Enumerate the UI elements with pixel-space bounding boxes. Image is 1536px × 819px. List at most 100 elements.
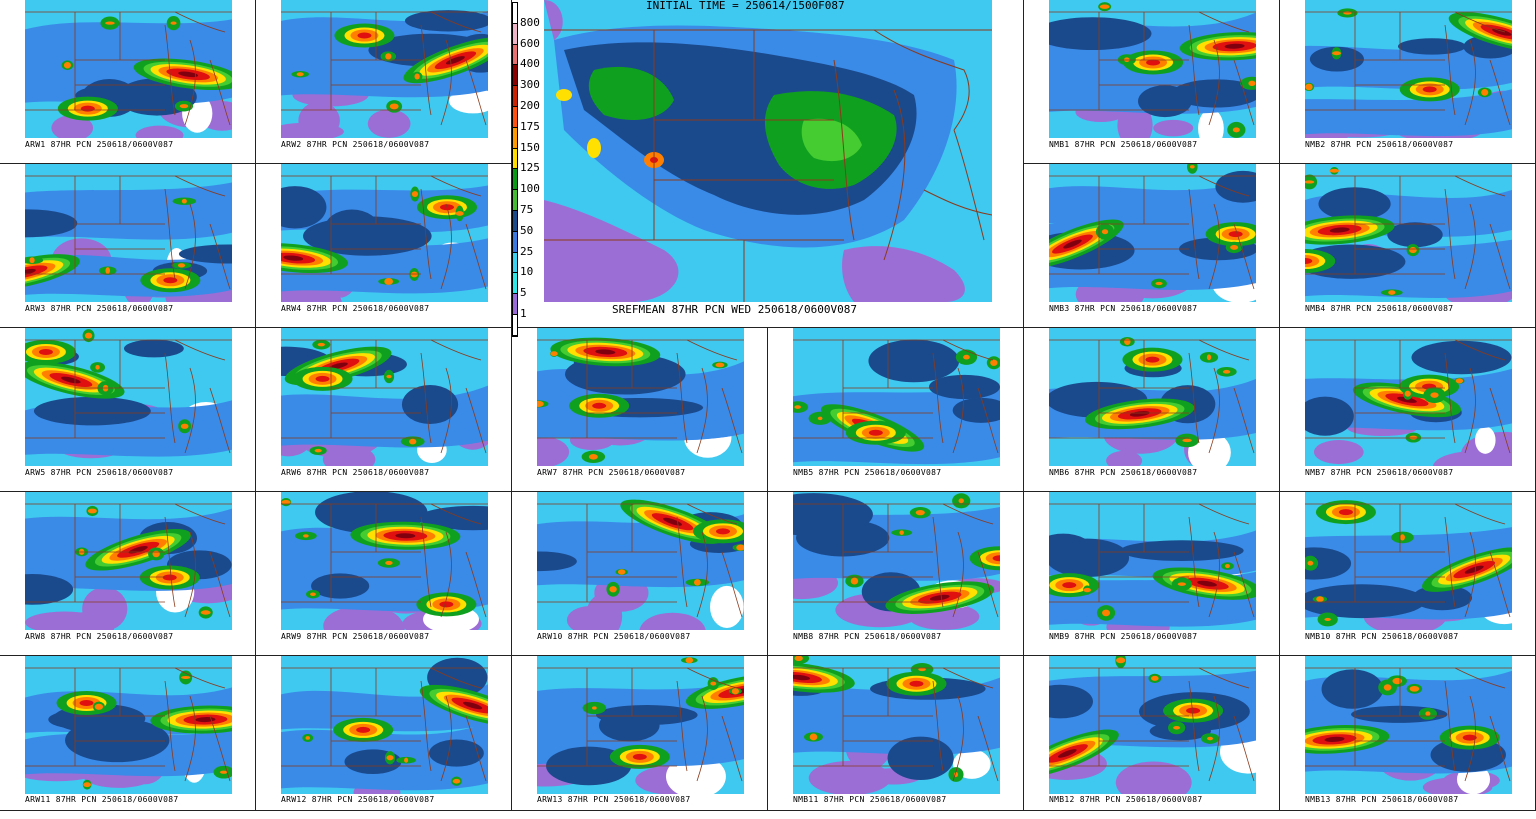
panel-map bbox=[1049, 492, 1256, 630]
panel-caption: ARW9 87HR PCN 250618/0600V087 bbox=[281, 632, 430, 641]
ensemble-panel[interactable]: NMB3 87HR PCN 250618/0600V087 bbox=[1024, 164, 1280, 328]
panel-map-graphic bbox=[25, 164, 232, 302]
ensemble-panel[interactable]: ARW4 87HR PCN 250618/0600V087 bbox=[256, 164, 512, 328]
panel-map bbox=[281, 328, 488, 466]
panel-map bbox=[25, 328, 232, 466]
ensemble-panel[interactable]: ARW8 87HR PCN 250618/0600V087 bbox=[0, 492, 256, 656]
legend-label: 400 bbox=[520, 57, 540, 71]
panel-map-graphic bbox=[1305, 0, 1512, 138]
panel-map-graphic bbox=[1049, 328, 1256, 466]
panel-caption: ARW5 87HR PCN 250618/0600V087 bbox=[25, 468, 174, 477]
panel-caption: ARW4 87HR PCN 250618/0600V087 bbox=[281, 304, 430, 313]
panel-map bbox=[1049, 328, 1256, 466]
panel-map-graphic bbox=[25, 328, 232, 466]
panel-map bbox=[793, 656, 1000, 794]
precip-legend: 800 600 400 300 200 175 150 125 100 75 50 25 10 5 1 bbox=[512, 2, 544, 337]
panel-map-graphic bbox=[537, 328, 744, 466]
legend-swatch bbox=[512, 126, 518, 148]
ensemble-panel[interactable]: ARW9 87HR PCN 250618/0600V087 bbox=[256, 492, 512, 656]
panel-caption: ARW13 87HR PCN 250618/0600V087 bbox=[537, 795, 691, 804]
panel-map-graphic bbox=[1305, 164, 1512, 302]
srefmean-caption: SREFMEAN 87HR PCN WED 250618/0600V087 bbox=[612, 303, 858, 316]
panel-map-graphic bbox=[1049, 0, 1256, 138]
panel-caption: ARW10 87HR PCN 250618/0600V087 bbox=[537, 632, 691, 641]
ensemble-panel[interactable]: ARW7 87HR PCN 250618/0600V087 bbox=[512, 328, 768, 492]
panel-caption: ARW7 87HR PCN 250618/0600V087 bbox=[537, 468, 686, 477]
ensemble-panel[interactable]: ARW3 87HR PCN 250618/0600V087 bbox=[0, 164, 256, 328]
panel-map-graphic bbox=[281, 328, 488, 466]
ensemble-panel[interactable]: NMB2 87HR PCN 250618/0600V087 bbox=[1280, 0, 1536, 164]
ensemble-panel[interactable]: NMB5 87HR PCN 250618/0600V087 bbox=[768, 328, 1024, 492]
ensemble-panel[interactable]: ARW13 87HR PCN 250618/0600V087 bbox=[512, 656, 768, 811]
panel-caption: ARW8 87HR PCN 250618/0600V087 bbox=[25, 632, 174, 641]
initial-time-label: INITIAL TIME = 250614/1500F087 bbox=[646, 0, 845, 12]
legend-swatch bbox=[512, 106, 518, 127]
ensemble-panel[interactable]: ARW11 87HR PCN 250618/0600V087 bbox=[0, 656, 256, 811]
ensemble-panel[interactable]: NMB12 87HR PCN 250618/0600V087 bbox=[1024, 656, 1280, 811]
panel-map bbox=[25, 492, 232, 630]
panel-map-graphic bbox=[793, 492, 1000, 630]
legend-swatch bbox=[512, 314, 518, 335]
panel-map bbox=[1305, 492, 1512, 630]
ensemble-panel[interactable]: NMB6 87HR PCN 250618/0600V087 bbox=[1024, 328, 1280, 492]
legend-label: 150 bbox=[520, 140, 540, 154]
legend-label: 10 bbox=[520, 265, 534, 279]
legend-swatch-end bbox=[512, 334, 518, 337]
legend-label: 50 bbox=[520, 223, 534, 237]
panel-map-graphic bbox=[793, 656, 1000, 794]
ensemble-panel[interactable]: ARW1 87HR PCN 250618/0600V087 bbox=[0, 0, 256, 164]
ensemble-panel[interactable]: NMB8 87HR PCN 250618/0600V087 bbox=[768, 492, 1024, 656]
legend-label: 800 bbox=[520, 15, 540, 29]
panel-caption: NMB4 87HR PCN 250618/0600V087 bbox=[1305, 304, 1454, 313]
panel-map bbox=[281, 164, 488, 302]
panel-caption: NMB8 87HR PCN 250618/0600V087 bbox=[793, 632, 942, 641]
legend-label: 100 bbox=[520, 182, 540, 196]
panel-map bbox=[25, 0, 232, 138]
panel-map bbox=[537, 656, 744, 794]
panel-caption: ARW6 87HR PCN 250618/0600V087 bbox=[281, 468, 430, 477]
panel-map-graphic bbox=[1049, 656, 1256, 794]
panel-map-graphic bbox=[25, 656, 232, 794]
ensemble-panel[interactable]: ARW6 87HR PCN 250618/0600V087 bbox=[256, 328, 512, 492]
panel-map bbox=[281, 656, 488, 794]
panel-map-graphic bbox=[1305, 328, 1512, 466]
panel-map-graphic bbox=[1305, 656, 1512, 794]
ensemble-panel[interactable]: ARW2 87HR PCN 250618/0600V087 bbox=[256, 0, 512, 164]
legend-swatch bbox=[512, 251, 518, 273]
ensemble-panel[interactable]: NMB13 87HR PCN 250618/0600V087 bbox=[1280, 656, 1536, 811]
ensemble-panel[interactable]: NMB9 87HR PCN 250618/0600V087 bbox=[1024, 492, 1280, 656]
panel-caption: NMB12 87HR PCN 250618/0600V087 bbox=[1049, 795, 1203, 804]
panel-map-graphic bbox=[537, 492, 744, 630]
panel-map-graphic bbox=[25, 0, 232, 138]
panel-caption: NMB11 87HR PCN 250618/0600V087 bbox=[793, 795, 947, 804]
panel-map bbox=[1305, 0, 1512, 138]
panel-map-graphic bbox=[1049, 164, 1256, 302]
srefmean-map-graphic bbox=[544, 0, 992, 302]
panel-map-graphic bbox=[281, 164, 488, 302]
panel-caption: NMB13 87HR PCN 250618/0600V087 bbox=[1305, 795, 1459, 804]
panel-map-graphic bbox=[1305, 492, 1512, 630]
panel-caption: ARW3 87HR PCN 250618/0600V087 bbox=[25, 304, 174, 313]
legend-swatch bbox=[512, 85, 518, 106]
panel-map bbox=[281, 0, 488, 138]
legend-swatch bbox=[512, 22, 518, 44]
ensemble-panel[interactable]: NMB7 87HR PCN 250618/0600V087 bbox=[1280, 328, 1536, 492]
ensemble-panel[interactable]: ARW5 87HR PCN 250618/0600V087 bbox=[0, 328, 256, 492]
legend-label: 600 bbox=[520, 36, 540, 50]
panel-map bbox=[1305, 328, 1512, 466]
ensemble-panel[interactable]: ARW12 87HR PCN 250618/0600V087 bbox=[256, 656, 512, 811]
legend-swatch bbox=[512, 64, 518, 86]
ensemble-panel[interactable]: NMB10 87HR PCN 250618/0600V087 bbox=[1280, 492, 1536, 656]
panel-map bbox=[793, 492, 1000, 630]
srefmean-map[interactable] bbox=[544, 0, 992, 302]
panel-caption: ARW1 87HR PCN 250618/0600V087 bbox=[25, 140, 174, 149]
srefmean-panel: 800 600 400 300 200 175 150 125 100 75 50 25 10 5 1 bbox=[512, 0, 1024, 337]
ensemble-panel[interactable]: NMB4 87HR PCN 250618/0600V087 bbox=[1280, 164, 1536, 328]
panel-caption: NMB9 87HR PCN 250618/0600V087 bbox=[1049, 632, 1198, 641]
panel-caption: NMB6 87HR PCN 250618/0600V087 bbox=[1049, 468, 1198, 477]
panel-map bbox=[1049, 656, 1256, 794]
ensemble-panel[interactable]: NMB1 87HR PCN 250618/0600V087 bbox=[1024, 0, 1280, 164]
ensemble-panel[interactable]: NMB11 87HR PCN 250618/0600V087 bbox=[768, 656, 1024, 811]
ensemble-panel[interactable]: ARW10 87HR PCN 250618/0600V087 bbox=[512, 492, 768, 656]
